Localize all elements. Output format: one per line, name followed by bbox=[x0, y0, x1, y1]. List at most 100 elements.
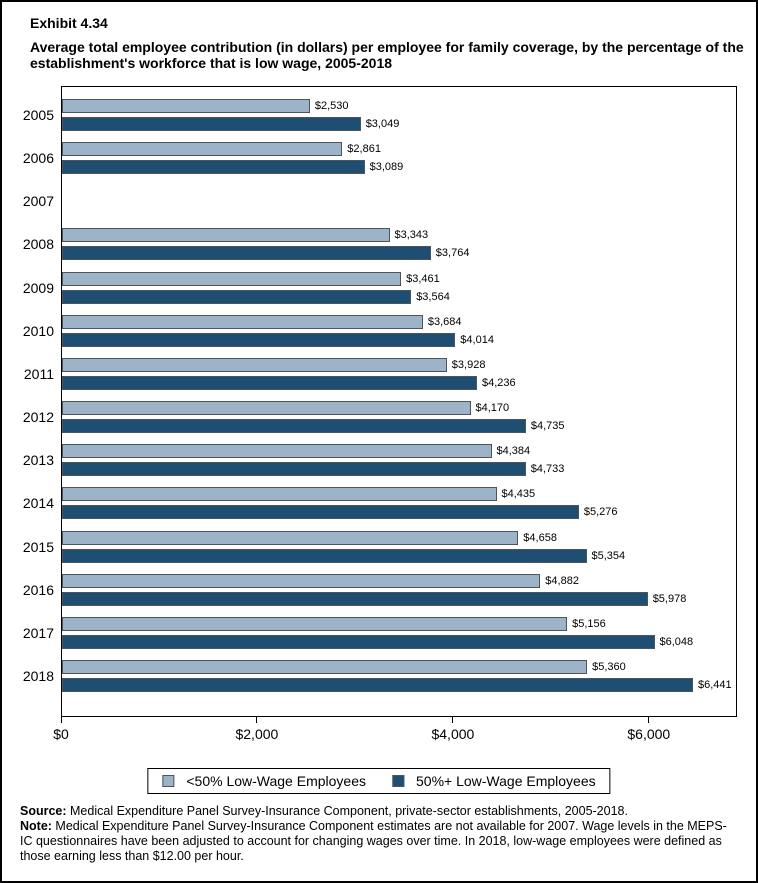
source-note: Source: Medical Expenditure Panel Survey… bbox=[20, 804, 736, 819]
bar-light-2013 bbox=[62, 444, 492, 459]
legend: <50% Low-Wage Employees 50%+ Low-Wage Emp… bbox=[147, 768, 611, 794]
plot-area: 2005 $2,530 $3,049 2006 $2,861 $3,089 2007 2008… bbox=[23, 86, 737, 717]
year-label: 2011 bbox=[23, 365, 54, 382]
year-row-2012: 2012 $4,170 $4,735 bbox=[23, 401, 736, 434]
value-label: $4,384 bbox=[496, 445, 531, 458]
legend-label: 50%+ Low-Wage Employees bbox=[416, 773, 596, 789]
bar-group-light: $5,156 bbox=[62, 616, 606, 631]
footnotes: Source: Medical Expenditure Panel Survey… bbox=[20, 804, 736, 864]
value-label: $4,170 bbox=[475, 402, 510, 415]
legend-swatch-light bbox=[162, 775, 175, 787]
note-label: Note: bbox=[20, 819, 52, 833]
value-label: $2,861 bbox=[347, 143, 381, 156]
bar-light-2012 bbox=[62, 401, 471, 416]
bar-group-dark: $6,441 bbox=[62, 677, 732, 692]
year-label: 2017 bbox=[22, 624, 54, 641]
source-text: Medical Expenditure Panel Survey-Insuran… bbox=[66, 804, 628, 818]
value-label: $3,928 bbox=[451, 358, 486, 371]
bar-group-dark: $4,733 bbox=[62, 462, 565, 477]
bar-group-dark: $3,764 bbox=[62, 246, 470, 261]
year-row-2009: 2009 $3,461 $3,564 bbox=[23, 271, 736, 304]
year-row-2014: 2014 $4,435 $5,276 bbox=[23, 487, 736, 520]
year-row-2017: 2017 $5,156 $6,048 bbox=[23, 616, 736, 649]
legend-item-dark: 50%+ Low-Wage Employees bbox=[392, 773, 596, 789]
legend-label: <50% Low-Wage Employees bbox=[186, 773, 366, 789]
value-label: $3,089 bbox=[369, 161, 404, 174]
bar-light-2011 bbox=[62, 357, 447, 372]
bar-dark-2006 bbox=[62, 160, 365, 175]
chart-title: Average total employee contribution (in … bbox=[30, 39, 744, 71]
value-label: $3,764 bbox=[435, 247, 470, 260]
bar-group-light: $5,360 bbox=[62, 659, 626, 674]
value-label: $2,530 bbox=[314, 100, 349, 112]
bar-dark-2018 bbox=[62, 677, 693, 692]
bar-dark-2013 bbox=[62, 462, 526, 477]
value-label: $6,441 bbox=[698, 678, 732, 691]
year-label: 2007 bbox=[22, 193, 54, 210]
year-label: 2013 bbox=[22, 452, 54, 469]
bar-dark-2009 bbox=[62, 289, 412, 304]
value-label: $3,049 bbox=[365, 118, 400, 130]
tick-mark bbox=[648, 717, 650, 723]
bar-group-dark: $3,564 bbox=[62, 289, 450, 304]
tick-label: $2,000 bbox=[235, 726, 279, 742]
bar-light-2010 bbox=[62, 314, 423, 329]
year-row-2007: 2007 bbox=[23, 185, 736, 217]
bar-light-2006 bbox=[62, 142, 343, 157]
year-row-2013: 2013 $4,384 $4,733 bbox=[23, 444, 736, 477]
bar-group-dark: $5,978 bbox=[62, 591, 687, 606]
year-label: 2012 bbox=[22, 409, 54, 426]
bar-group-light: $3,343 bbox=[62, 228, 429, 243]
value-label: $4,014 bbox=[460, 333, 494, 346]
bar-group-light: $4,170 bbox=[62, 401, 510, 416]
bar-light-2017 bbox=[62, 616, 568, 631]
year-row-2008: 2008 $3,343 $3,764 bbox=[23, 228, 736, 261]
exhibit-label: Exhibit 4.34 bbox=[30, 15, 108, 31]
year-row-2011: 2011 $3,928 $4,236 bbox=[24, 357, 736, 390]
year-label: 2018 bbox=[22, 667, 54, 684]
legend-item-light: <50% Low-Wage Employees bbox=[162, 773, 366, 789]
year-label: 2006 bbox=[22, 150, 54, 167]
bar-group-light: $2,861 bbox=[62, 142, 381, 157]
bar-light-2014 bbox=[62, 487, 497, 502]
year-label: 2008 bbox=[22, 236, 54, 253]
tick-label: $6,000 bbox=[627, 726, 671, 742]
value-label: $5,276 bbox=[583, 506, 618, 519]
bar-group-light: $3,684 bbox=[62, 314, 462, 329]
year-row-2005: 2005 $2,530 $3,049 bbox=[23, 99, 736, 131]
value-label: $5,156 bbox=[572, 617, 606, 630]
year-label: 2010 bbox=[22, 322, 54, 339]
bar-light-2018 bbox=[62, 659, 588, 674]
value-label: $3,461 bbox=[406, 272, 440, 285]
value-label: $4,658 bbox=[523, 531, 557, 544]
year-label: 2015 bbox=[22, 538, 54, 555]
bar-group-light: $3,928 bbox=[62, 357, 486, 372]
bar-light-2009 bbox=[62, 271, 402, 286]
value-label: $6,048 bbox=[659, 635, 694, 648]
year-label: 2005 bbox=[22, 107, 54, 123]
value-label: $5,978 bbox=[652, 592, 687, 605]
note-text: Medical Expenditure Panel Survey-Insuran… bbox=[20, 819, 727, 863]
tick-label: $4,000 bbox=[431, 726, 475, 742]
bar-group-dark: $5,276 bbox=[62, 505, 618, 520]
bar-group-light: $2,530 bbox=[62, 99, 349, 113]
source-label: Source: bbox=[20, 804, 67, 818]
bar-group-dark: $4,735 bbox=[62, 419, 565, 434]
bar-group-light: $4,658 bbox=[62, 530, 557, 545]
tick-mark bbox=[452, 717, 454, 723]
bar-light-2016 bbox=[62, 573, 541, 588]
value-label: $4,735 bbox=[530, 420, 565, 433]
bar-dark-2015 bbox=[62, 548, 587, 563]
value-label: $3,343 bbox=[394, 229, 429, 242]
value-label: $5,360 bbox=[592, 660, 626, 673]
tick-mark bbox=[60, 717, 62, 723]
value-label: $4,733 bbox=[530, 463, 565, 476]
value-label: $3,564 bbox=[416, 290, 450, 303]
bar-dark-2010 bbox=[62, 332, 456, 347]
bar-group-dark: $6,048 bbox=[62, 634, 694, 649]
value-label: $3,684 bbox=[427, 315, 462, 328]
year-row-2010: 2010 $3,684 $4,014 bbox=[23, 314, 736, 347]
year-label: 2016 bbox=[22, 581, 54, 598]
value-label: $4,882 bbox=[545, 574, 579, 587]
